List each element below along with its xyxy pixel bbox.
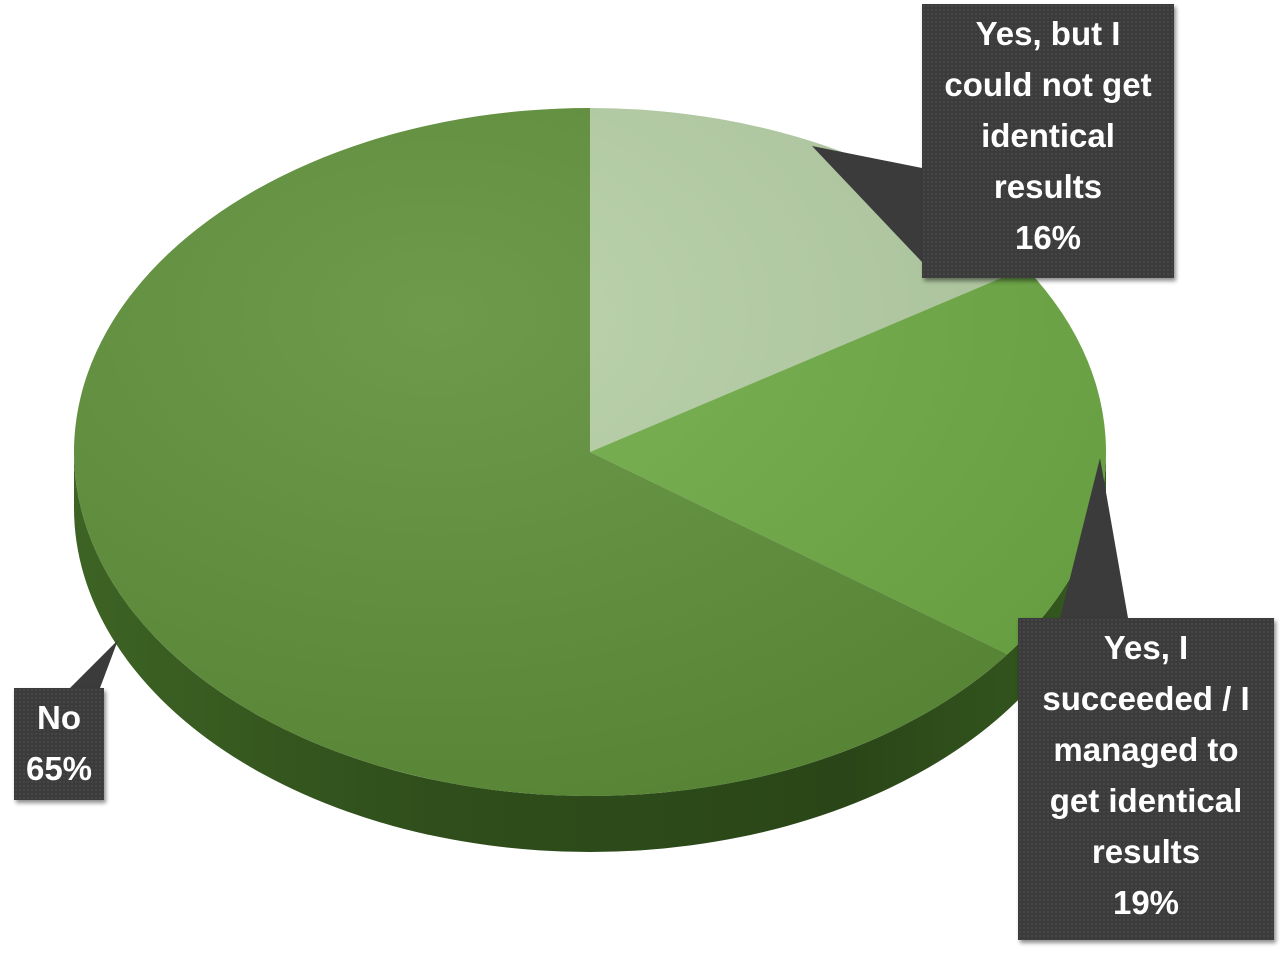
- callout-pointers: [70, 146, 1128, 688]
- value-label: 19%: [1112, 884, 1180, 921]
- pie-side-wall: [74, 452, 1106, 852]
- value-label: 65%: [25, 750, 93, 787]
- pie-slices: [73, 108, 1106, 796]
- label-line: No: [37, 699, 81, 736]
- label-line: get identical: [1049, 782, 1243, 819]
- value-label: 16%: [1014, 219, 1082, 256]
- callout-pointer: [812, 146, 922, 262]
- label-line: Yes, but I: [975, 15, 1121, 52]
- label-line: Yes, I: [1103, 629, 1189, 666]
- callout-pointer: [1060, 458, 1128, 618]
- callout-pointer: [70, 640, 118, 688]
- data-label-yes-not-identical: Yes, but I could not get identical resul…: [922, 4, 1174, 278]
- data-label-yes-identical: Yes, I succeeded / I managed to get iden…: [1018, 618, 1274, 940]
- label-line: identical: [981, 117, 1115, 154]
- pie-top-shading: [74, 108, 1106, 796]
- data-label-no: No 65%: [14, 688, 104, 800]
- label-line: results: [1091, 833, 1201, 870]
- pie-side-wall-face: [74, 452, 1106, 852]
- label-line: managed to: [1053, 731, 1239, 768]
- label-line: could not get: [944, 66, 1152, 103]
- label-line: succeeded / I: [1042, 680, 1250, 717]
- label-line: results: [993, 168, 1103, 205]
